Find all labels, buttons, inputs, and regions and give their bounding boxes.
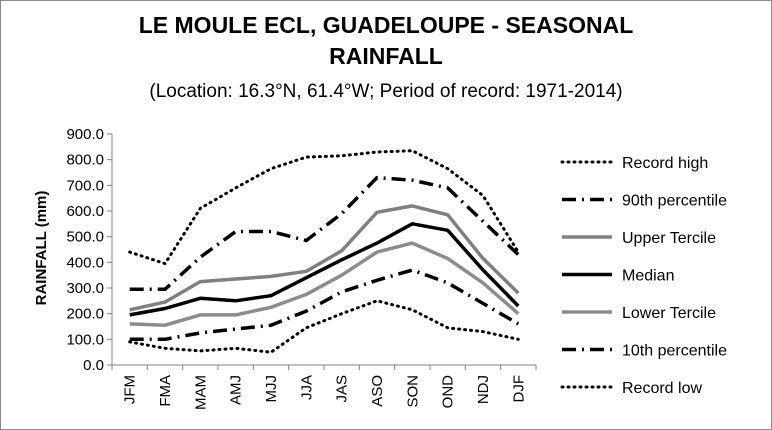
series-line-record-high [128, 149, 520, 266]
legend-label-upper-tercile: Upper Tercile [622, 230, 716, 247]
y-axis-label: RAINFALL (mm) [33, 191, 50, 306]
legend-label-record-low: Record low [622, 380, 702, 397]
chart-title-line-1: LE MOULE ECL, GUADELOUPE - SEASONAL [138, 12, 634, 38]
x-tick-label: MAM [192, 375, 209, 410]
legend-label-median: Median [622, 268, 674, 285]
chart-title: LE MOULE ECL, GUADELOUPE - SEASONAL RAIN… [0, 10, 772, 72]
series-line-90th-percentile [129, 175, 520, 292]
x-tick-label: ASO [369, 375, 386, 407]
x-tick-label: FMA [157, 375, 174, 407]
chart-title-line-2: RAINFALL [329, 43, 443, 69]
x-tick-label: MJJ [263, 375, 280, 403]
y-tick-label: 400.0 [66, 254, 104, 271]
x-tick-label: JJA [298, 375, 315, 400]
legend-label-10th-percentile: 10th percentile [622, 343, 727, 360]
y-tick-label: 700.0 [66, 177, 104, 194]
legend-label-record-high: Record high [622, 155, 708, 172]
y-tick-label: 300.0 [66, 280, 104, 297]
series-line-median [129, 222, 520, 317]
x-tick-label: AMJ [228, 375, 245, 405]
legend: Record high 90th percentile Upper Tercile M… [560, 155, 727, 397]
series-line-upper-tercile [129, 204, 520, 312]
series-lines [128, 149, 520, 354]
chart-subtitle: (Location: 16.3°N, 61.4°W; Period of rec… [149, 81, 623, 102]
y-tick-label: 900.0 [66, 126, 104, 143]
y-tick-label: 0.0 [83, 357, 104, 374]
x-tick-label: SON [404, 375, 421, 408]
series-line-10th-percentile [129, 268, 520, 342]
y-tick-label: 800.0 [66, 152, 104, 169]
legend-label-lower-tercile: Lower Tercile [622, 305, 716, 322]
legend-label-90th-percentile: 90th percentile [622, 193, 727, 210]
y-tick-label: 600.0 [66, 203, 104, 220]
y-tick-label: 500.0 [66, 229, 104, 246]
x-tick-label: DJF [510, 375, 527, 403]
series-line-record-low [128, 299, 520, 354]
x-tick-label: JAS [334, 375, 351, 403]
x-tick-label: JFM [122, 375, 139, 404]
axes: 0.0 100.0 200.0 300.0 400.0 500.0 600.0 700.0 80… [66, 126, 537, 410]
x-tick-label: OND [440, 375, 457, 409]
series-line-lower-tercile [129, 241, 520, 327]
y-tick-label: 100.0 [66, 331, 104, 348]
y-tick-label: 200.0 [66, 306, 104, 323]
x-tick-label: NDJ [475, 375, 492, 404]
